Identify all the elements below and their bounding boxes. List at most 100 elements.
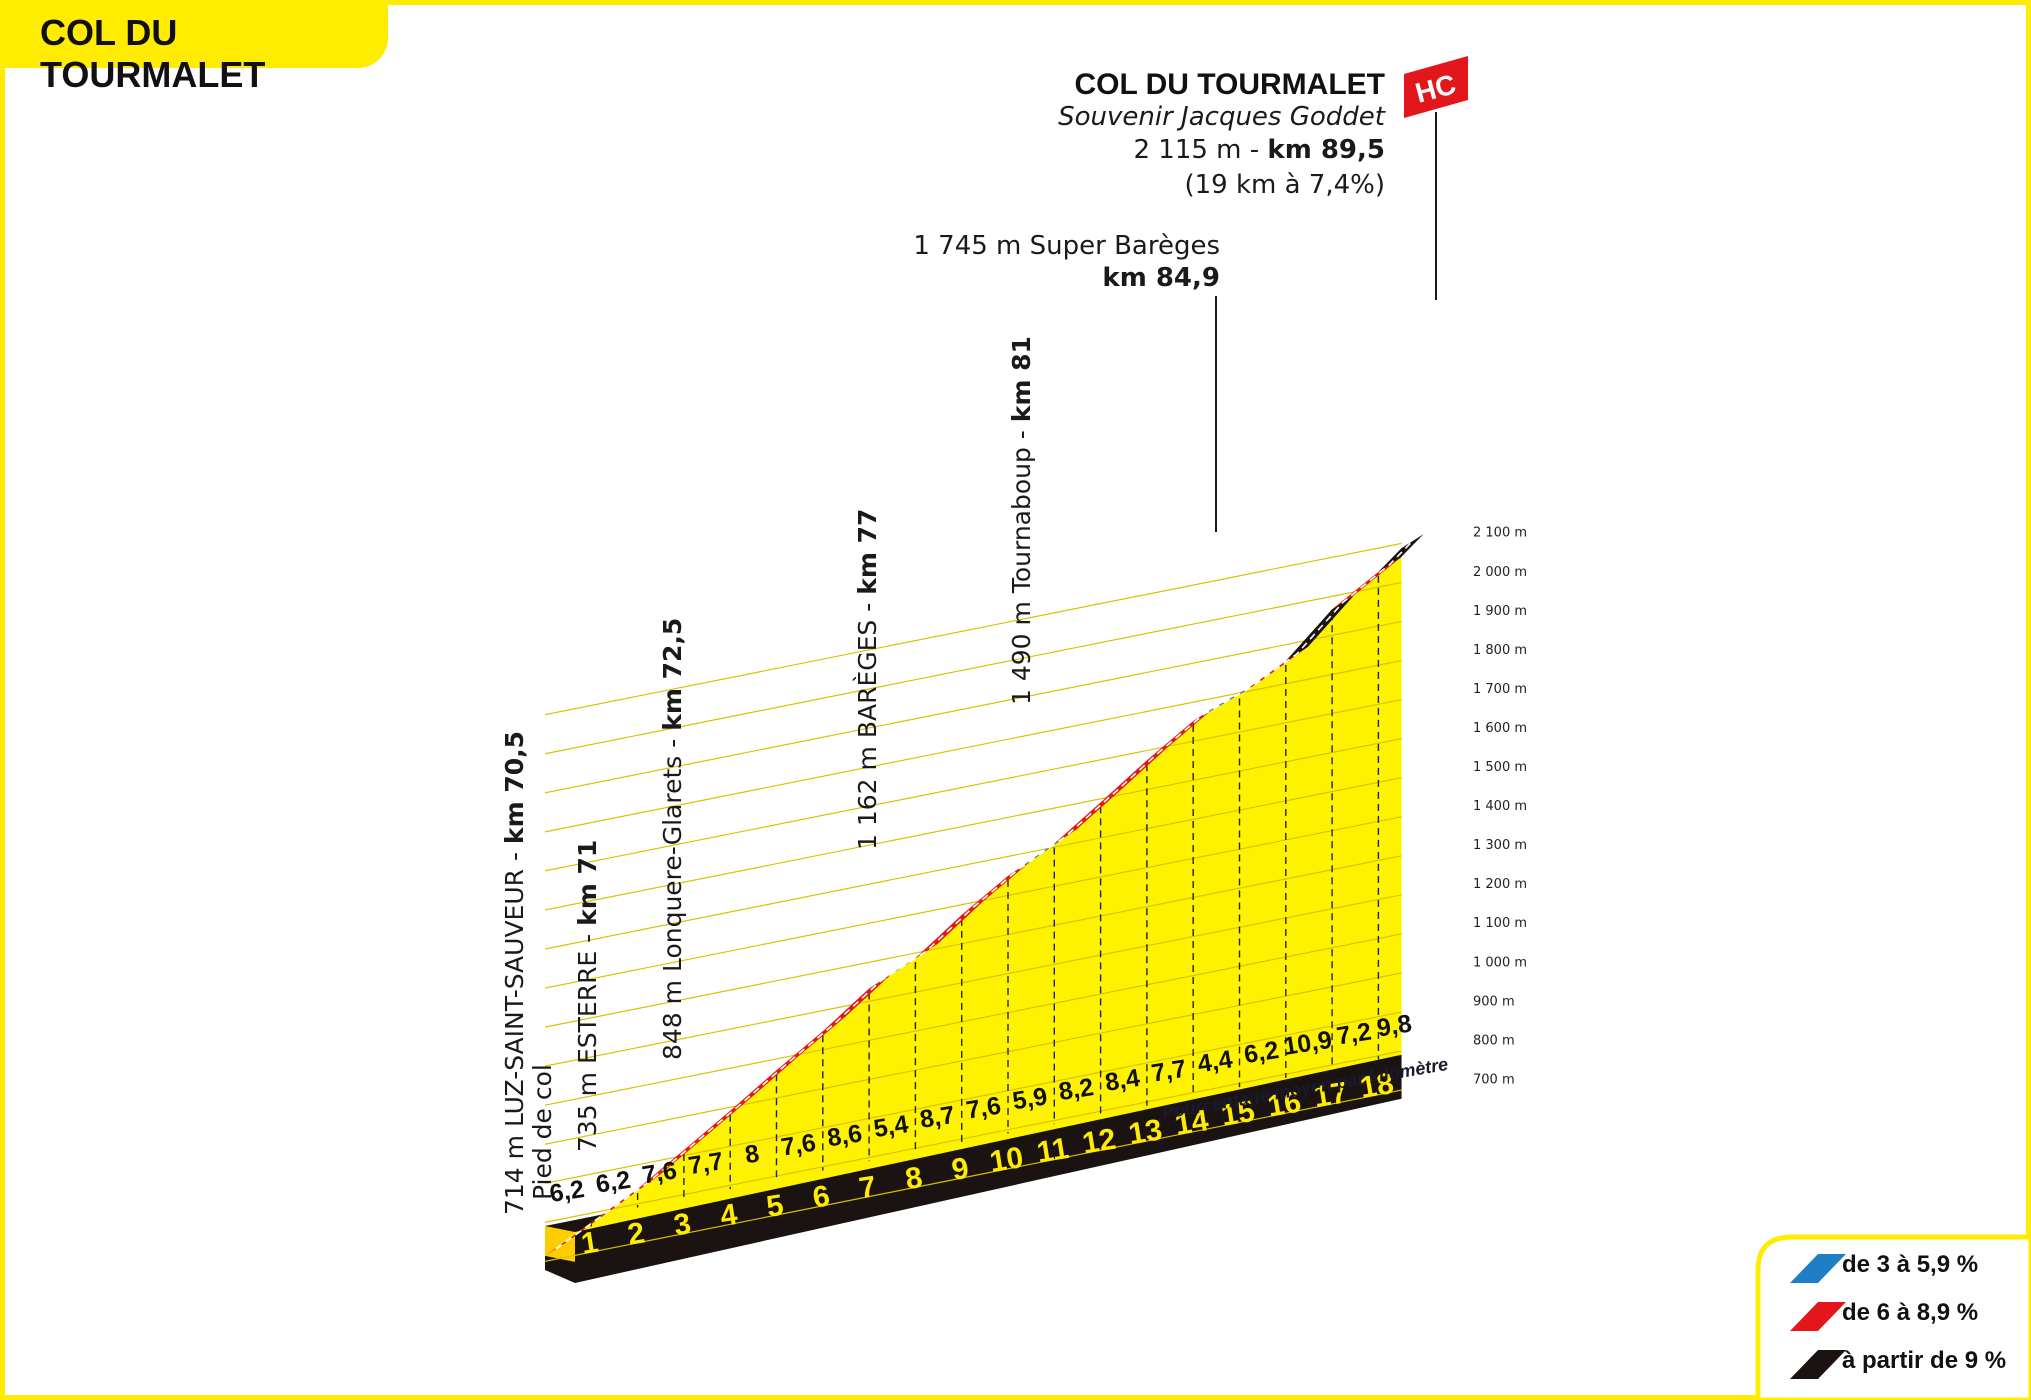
waypoint-6-km: km 84,9 xyxy=(1102,263,1220,293)
y-tick-label: 2 000 m xyxy=(1473,565,1527,580)
summit-climb-summary: (19 km à 7,4%) xyxy=(1184,170,1385,200)
waypoint-3-km: km 72,5 xyxy=(658,618,687,731)
km-dashed-lines xyxy=(590,575,1380,1227)
gradient-label: 7,6 xyxy=(640,1156,679,1189)
km-label: 10 xyxy=(987,1141,1025,1179)
gradient-label: 6,2 xyxy=(1242,1036,1281,1069)
km-label: 17 xyxy=(1312,1076,1350,1114)
gridline-1400 xyxy=(544,816,1402,989)
gradient-label: 7,7 xyxy=(686,1147,725,1180)
km-label: 6 xyxy=(810,1179,832,1214)
summit-altitude: 2 115 m - km 89,5 xyxy=(1133,135,1385,165)
y-axis-ticks: 700 m 800 m 900 m 1 000 m 1 100 m 1 200 m 1 30… xyxy=(1473,526,1527,1088)
waypoint-3-label: 848 m Lonquere-Glarets - km 72,5 xyxy=(658,618,687,1060)
legend-swatch-red xyxy=(1790,1302,1846,1331)
km-label: 7 xyxy=(857,1170,879,1205)
summit-subtitle: Souvenir Jacques Goddet xyxy=(1058,102,1386,132)
km-label: 2 xyxy=(625,1216,647,1251)
waypoint-5-label: 1 490 m Tournaboup - km 81 xyxy=(1007,336,1036,705)
waypoint-3-text: 848 m Lonquere-Glarets - xyxy=(658,731,687,1060)
profile-area xyxy=(544,542,1402,1283)
y-tick-label: 1 600 m xyxy=(1473,721,1527,736)
km-label: 9 xyxy=(949,1152,971,1187)
legend-label-black: à partir de 9 % xyxy=(1842,1347,2006,1374)
km-label: 8 xyxy=(903,1161,925,1196)
waypoint-2-label: 735 m ESTERRE - km 71 xyxy=(573,840,602,1152)
y-tick-label: 1 700 m xyxy=(1473,682,1527,697)
profile-base xyxy=(545,1054,1402,1283)
legend-swatch-blue xyxy=(1790,1254,1846,1283)
waypoint-1-text: 714 m LUZ-SAINT-SAUVEUR - xyxy=(500,844,529,1215)
waypoint-4-label: 1 162 m BARÈGES - km 77 xyxy=(853,509,882,850)
gridline-700 xyxy=(544,1089,1402,1262)
gradient-label: 7,2 xyxy=(1335,1018,1374,1051)
gridline-2000 xyxy=(544,581,1402,755)
gradient-label: 9,8 xyxy=(1375,1009,1414,1042)
gridline-1500 xyxy=(544,777,1402,950)
gradient-label: 6,2 xyxy=(548,1175,587,1208)
km-labels: 1 2 3 4 5 6 7 8 9 10 11 12 13 14 15 16 17 18 xyxy=(579,1067,1396,1261)
gradient-label: 6,2 xyxy=(594,1166,633,1199)
waypoint-1-sub: Pied de col xyxy=(528,1064,557,1200)
gradient-label: 8,6 xyxy=(825,1119,864,1152)
gradient-label: 8,2 xyxy=(1057,1073,1096,1106)
y-tick-label: 700 m xyxy=(1473,1072,1515,1087)
gridline-1800 xyxy=(544,659,1402,833)
gradient-label: 7,6 xyxy=(964,1092,1003,1125)
waypoint-4-km: km 77 xyxy=(853,509,882,595)
gridline-1900 xyxy=(544,620,1402,794)
waypoint-1-km: km 70,5 xyxy=(500,731,529,844)
y-tick-label: 800 m xyxy=(1473,1033,1515,1048)
waypoint-5-km: km 81 xyxy=(1007,336,1036,422)
road-centerline xyxy=(555,540,1414,1250)
km-label: 11 xyxy=(1035,1132,1071,1170)
km-label: 1 xyxy=(579,1226,601,1261)
gridline-1200 xyxy=(544,894,1402,1067)
gradient-label: 5,9 xyxy=(1011,1082,1050,1115)
waypoint-6-text: 1 745 m Super Barèges xyxy=(913,231,1220,261)
gridline-1000 xyxy=(544,972,1402,1145)
summit-name: COL DU TOURMALET xyxy=(1074,68,1385,101)
km-label: 4 xyxy=(718,1198,740,1233)
km-label: 14 xyxy=(1173,1104,1211,1142)
gridline-1700 xyxy=(544,699,1402,872)
gradient-label: 8 xyxy=(743,1139,761,1169)
gradient-label: 7,7 xyxy=(1149,1055,1188,1088)
y-tick-label: 1 200 m xyxy=(1473,877,1527,892)
legend-swatch-black xyxy=(1790,1350,1846,1379)
km-label: 3 xyxy=(672,1207,694,1242)
gradient-road xyxy=(545,534,1424,1256)
y-tick-label: 2 100 m xyxy=(1473,526,1527,541)
legend-label-blue: de 3 à 5,9 % xyxy=(1842,1251,1978,1278)
y-tick-label: 1 100 m xyxy=(1473,916,1527,931)
waypoint-1-label: 714 m LUZ-SAINT-SAUVEUR - km 70,5 xyxy=(500,731,529,1215)
km-label: 16 xyxy=(1265,1086,1303,1124)
km-label: 15 xyxy=(1219,1095,1257,1133)
waypoint-4-text: 1 162 m BARÈGES - xyxy=(853,595,882,850)
km-label: 5 xyxy=(764,1189,786,1224)
summit-altitude-text: 2 115 m - xyxy=(1133,135,1267,165)
waypoint-2-km: km 71 xyxy=(573,840,602,926)
gridline-900 xyxy=(544,1011,1402,1184)
gradient-label: 5,4 xyxy=(872,1110,911,1143)
title-tab: COL DU TOURMALET xyxy=(0,0,388,95)
waypoint-5-text: 1 490 m Tournaboup - xyxy=(1007,422,1036,705)
waypoint-super-bareges: 1 745 m Super Barèges km 84,9 xyxy=(913,231,1220,532)
gridline-1300 xyxy=(544,855,1402,1028)
y-tick-label: 1 000 m xyxy=(1473,955,1527,970)
gradient-label: 7,6 xyxy=(779,1129,818,1162)
y-tick-label: 900 m xyxy=(1473,994,1515,1009)
legend-label-red: de 6 à 8,9 % xyxy=(1842,1299,1978,1326)
y-tick-label: 1 500 m xyxy=(1473,760,1527,775)
gradient-label: 4,4 xyxy=(1196,1045,1235,1078)
gridline-2100 xyxy=(544,542,1402,716)
y-tick-label: 1 400 m xyxy=(1473,799,1527,814)
legend: de 3 à 5,9 % de 6 à 8,9 % à partir de 9 … xyxy=(1755,1234,2031,1400)
y-tick-label: 1 900 m xyxy=(1473,604,1527,619)
gridline-1600 xyxy=(544,738,1402,911)
y-tick-label: 1 300 m xyxy=(1473,838,1527,853)
summit-info: COL DU TOURMALET Souvenir Jacques Goddet… xyxy=(1058,56,1468,300)
profile-fill xyxy=(545,548,1402,1256)
